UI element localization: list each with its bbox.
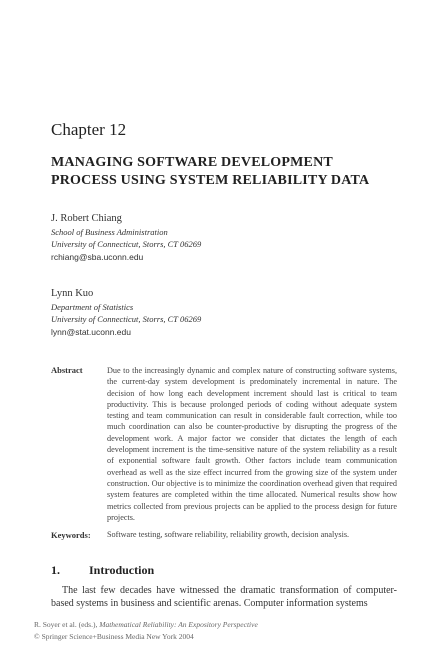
author-email: rchiang@sba.uconn.edu: [51, 251, 144, 262]
footer-copyright: © Springer Science+Business Media New Yo…: [34, 632, 194, 641]
footer: R. Soyer et al. (eds.), Mathematical Rel…: [34, 619, 258, 643]
keywords-label: Keywords:: [51, 530, 91, 540]
introduction-text: The last few decades have witnessed the …: [51, 585, 397, 609]
chapter-label: Chapter 12: [51, 120, 127, 139]
section-heading: 1. Introduction: [51, 563, 154, 578]
section-title: Introduction: [89, 563, 155, 577]
footer-citation-editors: R. Soyer et al. (eds.),: [34, 620, 100, 629]
chapter-title-line-2: PROCESS USING SYSTEM RELIABILITY DATA: [51, 173, 370, 188]
author-affiliation: Department of Statistics: [51, 301, 134, 312]
footer-citation: R. Soyer et al. (eds.), Mathematical Rel…: [34, 619, 258, 631]
author-block-1: J. Robert Chiang School of Business Admi…: [51, 213, 201, 263]
author-affiliation: University of Connecticut, Storrs, CT 06…: [51, 314, 202, 324]
author-affiliation: School of Business Administration: [51, 226, 168, 237]
author-name: J. Robert Chiang: [51, 213, 122, 224]
abstract-text: Due to the increasingly dynamic and comp…: [107, 366, 397, 522]
abstract-label: Abstract: [51, 365, 83, 375]
chapter-title: MANAGING SOFTWARE DEVELOPMENT PROCESS US…: [51, 154, 391, 190]
section-number: 1.: [51, 563, 60, 577]
footer-citation-book-title: Mathematical Reliability: An Expository …: [99, 620, 258, 629]
author-block-2: Lynn Kuo Department of Statistics Univer…: [51, 288, 201, 338]
chapter-title-line-1: MANAGING SOFTWARE DEVELOPMENT: [51, 155, 333, 170]
author-affiliation: University of Connecticut, Storrs, CT 06…: [51, 239, 202, 249]
author-email: lynn@stat.uconn.edu: [51, 326, 131, 337]
author-name: Lynn Kuo: [51, 288, 94, 299]
keywords-text: Software testing, software reliability, …: [107, 530, 350, 539]
